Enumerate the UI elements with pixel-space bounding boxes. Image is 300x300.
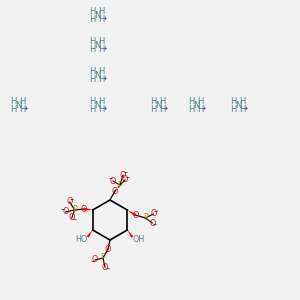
Text: H: H [98,76,105,85]
Text: H: H [230,98,237,106]
Text: O: O [120,170,126,179]
Text: H: H [89,106,96,115]
Text: O: O [150,209,157,218]
Text: N: N [15,101,21,110]
Text: H: H [159,98,166,106]
Text: O: O [92,256,98,265]
Text: P: P [72,206,77,214]
Text: −: − [61,207,65,212]
Polygon shape [127,230,134,238]
Text: H: H [89,76,96,85]
Text: −: − [153,223,157,227]
Text: N: N [235,101,241,110]
Text: H: H [188,98,195,106]
Text: H: H [19,106,26,115]
Text: N: N [94,101,100,110]
Text: O: O [132,211,139,220]
Text: H: H [89,98,96,106]
Text: P: P [118,181,122,190]
Text: H: H [98,16,105,25]
Text: H: H [239,98,246,106]
Text: −: − [90,260,94,265]
Text: O: O [67,197,73,206]
Text: +: + [24,106,28,110]
Text: +: + [103,76,107,80]
Text: +: + [103,16,107,20]
Text: P: P [100,254,105,262]
Text: H: H [98,8,105,16]
Text: +: + [103,46,107,50]
Text: O: O [62,208,69,217]
Text: O: O [112,187,118,196]
Text: −: − [108,176,112,181]
Text: H: H [150,106,157,115]
Text: H: H [10,106,17,115]
Text: P: P [143,214,148,223]
Text: H: H [19,98,26,106]
Text: O: O [105,244,111,253]
Text: H: H [197,98,204,106]
Text: N: N [94,71,100,80]
Text: H: H [98,38,105,46]
Text: O: O [149,218,155,227]
Text: H: H [98,106,105,115]
Polygon shape [87,230,93,238]
Text: H: H [89,46,96,55]
Text: H: H [239,106,246,115]
Text: O: O [102,262,108,272]
Text: H: H [89,8,96,16]
Text: H: H [89,38,96,46]
Text: −: − [123,170,128,175]
Text: O: O [110,176,116,185]
Text: N: N [94,11,100,20]
Text: O: O [122,176,128,184]
Text: H: H [98,68,105,76]
Text: +: + [202,106,206,110]
Text: +: + [244,106,248,110]
Text: OH: OH [132,235,144,244]
Text: O: O [68,214,75,223]
Text: −: − [105,266,110,272]
Text: −: − [70,197,74,202]
Text: H: H [230,106,237,115]
Text: H: H [150,98,157,106]
Text: −: − [154,209,158,214]
Text: H: H [10,98,17,106]
Text: −: − [125,176,130,181]
Text: H: H [89,16,96,25]
Text: H: H [98,98,105,106]
Text: HO: HO [76,235,88,244]
Text: N: N [155,101,161,110]
Text: H: H [188,106,195,115]
Text: H: H [89,68,96,76]
Text: H: H [197,106,204,115]
Text: N: N [193,101,199,110]
Text: −: − [72,218,76,223]
Polygon shape [127,210,136,216]
Text: H: H [159,106,166,115]
Text: +: + [103,106,107,110]
Text: O: O [80,205,87,214]
Text: N: N [94,41,100,50]
Polygon shape [83,208,93,211]
Text: H: H [98,46,105,55]
Text: +: + [164,106,168,110]
